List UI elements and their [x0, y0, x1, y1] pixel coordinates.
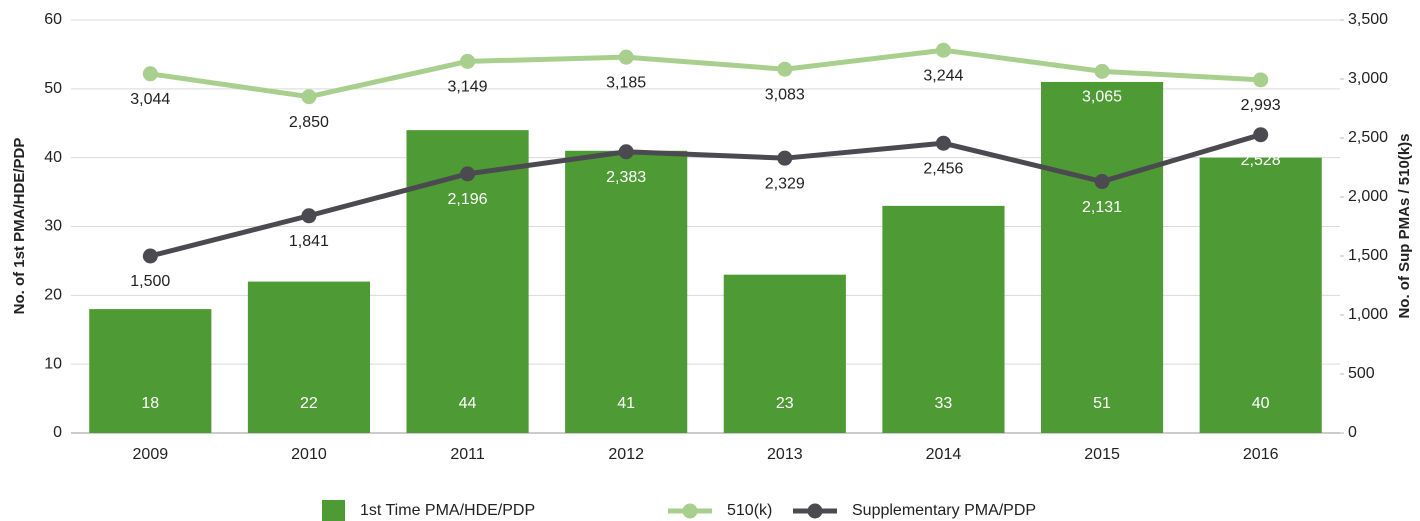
y-tick-label: 20	[44, 287, 62, 304]
y2-tick-label: 2,500	[1348, 129, 1388, 146]
y-tick-label: 60	[44, 11, 62, 28]
line-marker	[777, 150, 793, 166]
bar	[89, 309, 212, 433]
line	[149, 47, 1261, 100]
line-value-label: 2,528	[1241, 152, 1281, 169]
line-marker	[777, 61, 793, 77]
x-tick-label: 2011	[450, 446, 485, 463]
line-value-label: 2,850	[289, 114, 329, 131]
line-value-label: 2,993	[1241, 97, 1281, 114]
line-marker	[301, 208, 317, 224]
line-marker	[1094, 63, 1110, 79]
line-marker	[935, 135, 951, 151]
line-marker	[1253, 127, 1269, 143]
line-marker	[142, 248, 158, 264]
x-tick-label: 2015	[1084, 446, 1120, 463]
y2-tick-label: 3,000	[1348, 70, 1388, 87]
line-value-label: 3,065	[1082, 89, 1122, 106]
legend-label: 510(k)	[727, 502, 772, 519]
x-tick-label: 2016	[1243, 446, 1279, 463]
y2-tick-label: 500	[1348, 365, 1375, 382]
line-value-label: 2,383	[606, 169, 646, 186]
line-marker	[460, 53, 476, 69]
legend-label: 1st Time PMA/HDE/PDP	[360, 502, 535, 519]
y-axis-label: No. of 1st PMA/HDE/PDP	[11, 138, 28, 315]
line-marker	[142, 66, 158, 82]
y-tick-label: 0	[53, 424, 62, 441]
bar-value-label: 18	[141, 395, 159, 412]
bar	[1199, 157, 1322, 433]
bar	[723, 274, 846, 433]
line-value-label: 3,185	[606, 74, 646, 91]
y2-axis-label: No. of Sup PMAs / 510(k)s	[1396, 133, 1413, 318]
line-marker	[935, 42, 951, 58]
bar-value-label: 22	[300, 395, 318, 412]
bar-value-label: 51	[1093, 395, 1111, 412]
bar-value-label: 41	[617, 395, 635, 412]
line-marker	[1094, 174, 1110, 190]
line-marker	[1253, 72, 1269, 88]
line-marker	[301, 89, 317, 105]
bar	[882, 205, 1005, 433]
y2-tick-label: 2,000	[1348, 188, 1388, 205]
x-tick-label: 2013	[767, 446, 803, 463]
y2-tick-label: 1,500	[1348, 247, 1388, 264]
y2-tick-label: 0	[1348, 424, 1357, 441]
y-tick-label: 50	[44, 80, 62, 97]
line-value-label: 1,841	[289, 233, 329, 250]
line-marker	[618, 144, 634, 160]
bar	[565, 150, 688, 434]
line-value-label: 2,329	[765, 175, 805, 192]
bar-value-label: 23	[776, 395, 794, 412]
line-value-label: 1,500	[130, 273, 170, 290]
y-tick-label: 10	[44, 355, 62, 372]
line	[149, 132, 1262, 259]
x-tick-label: 2010	[291, 446, 327, 463]
x-tick-label: 2014	[926, 446, 962, 463]
bar	[247, 281, 371, 433]
bar	[1040, 81, 1164, 433]
line-value-label: 2,131	[1082, 199, 1122, 216]
y-tick-label: 30	[44, 218, 62, 235]
line-value-label: 2,456	[923, 160, 963, 177]
line-marker	[618, 49, 634, 65]
legend-swatch	[807, 503, 823, 519]
y-tick-label: 40	[44, 149, 62, 166]
line-value-label: 2,196	[448, 191, 488, 208]
line-value-label: 3,244	[923, 67, 963, 84]
legend-swatch	[322, 500, 345, 521]
line-value-label: 3,044	[130, 91, 170, 108]
line-value-label: 3,149	[448, 79, 488, 96]
legend-label: Supplementary PMA/PDP	[852, 502, 1036, 519]
line-value-label: 3,083	[765, 86, 805, 103]
y2-tick-label: 3,500	[1348, 11, 1388, 28]
bar-value-label: 33	[935, 395, 953, 412]
bar-value-label: 40	[1252, 395, 1270, 412]
legend-swatch	[682, 503, 698, 519]
x-tick-label: 2012	[608, 446, 644, 463]
bar-value-label: 44	[459, 395, 477, 412]
y2-tick-label: 1,000	[1348, 306, 1388, 323]
line-marker	[460, 166, 476, 182]
x-tick-label: 2009	[133, 446, 169, 463]
